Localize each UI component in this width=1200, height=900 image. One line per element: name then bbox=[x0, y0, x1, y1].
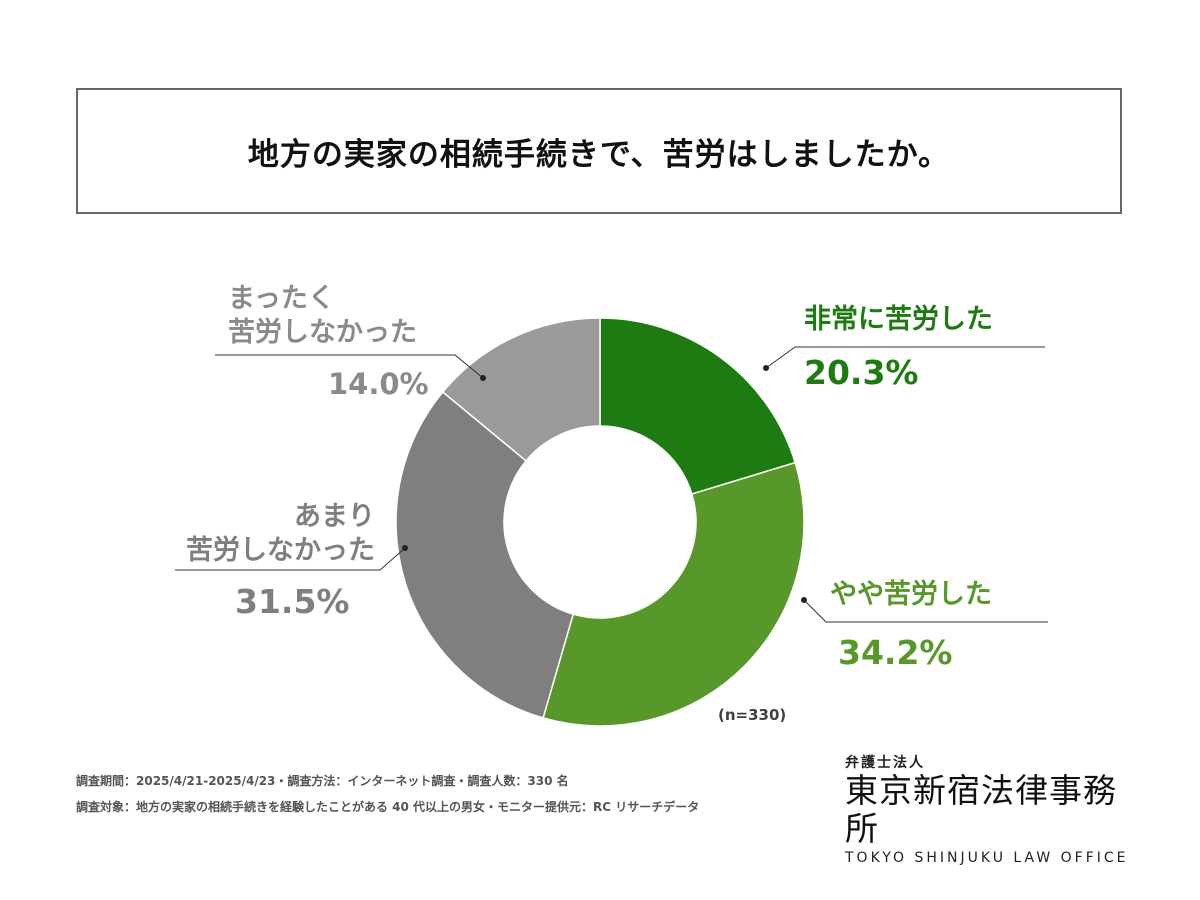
logo-subtitle: 弁護士法人 bbox=[845, 755, 925, 771]
value-not-hard-at-all: 14.0% bbox=[328, 367, 429, 401]
logo-english: TOKYO SHINJUKU LAW OFFICE bbox=[845, 850, 1129, 866]
slice-very-hard bbox=[599, 317, 797, 495]
slice-not-very-hard bbox=[395, 390, 575, 719]
slice-somewhat-hard bbox=[542, 461, 805, 727]
footer-line2: 調査対象：地方の実家の相続手続きを経験したことがある 40 代以上の男女・モニタ… bbox=[76, 800, 700, 814]
logo-name: 東京新宿法律事務所 bbox=[845, 771, 1117, 848]
value-somewhat-hard: 34.2% bbox=[838, 633, 953, 672]
label-very-hard: 非常に苦労した bbox=[804, 304, 993, 335]
value-not-very-hard: 31.5% bbox=[235, 582, 350, 621]
law-office-logo: 弁護士法人 東京新宿法律事務所 TOKYO SHINJUKU LAW OFFIC… bbox=[845, 752, 1135, 866]
leader-not-very-hard-dot bbox=[402, 545, 408, 551]
value-very-hard: 20.3% bbox=[804, 353, 919, 392]
title-box: 地方の実家の相続手続きで、苦労はしましたか。 bbox=[76, 88, 1122, 214]
leader-somewhat-hard-dot bbox=[801, 597, 807, 603]
leader-somewhat-hard bbox=[803, 599, 1048, 623]
slice-not-hard-at-all bbox=[441, 317, 601, 462]
footer-line1: 調査期間：2025/4/21-2025/4/23・調査方法：インターネット調査・… bbox=[76, 774, 569, 788]
label-not-very-hard-line1: あまり bbox=[294, 501, 375, 532]
leader-not-hard-at-all bbox=[215, 354, 484, 379]
leader-not-hard-at-all-dot bbox=[480, 375, 486, 381]
leader-not-very-hard bbox=[175, 547, 406, 571]
label-not-hard-at-all-line2: 苦労しなかった bbox=[228, 317, 417, 348]
leader-very-hard bbox=[765, 346, 1045, 369]
chart-title: 地方の実家の相続手続きで、苦労はしましたか。 bbox=[247, 136, 951, 173]
label-somewhat-hard: やや苦労した bbox=[830, 579, 992, 610]
label-not-very-hard-line2: 苦労しなかった bbox=[186, 535, 375, 566]
label-not-hard-at-all-line1: まったく bbox=[228, 283, 335, 314]
leader-very-hard-dot bbox=[763, 365, 769, 371]
sample-size-label: (n=330) bbox=[718, 706, 787, 724]
